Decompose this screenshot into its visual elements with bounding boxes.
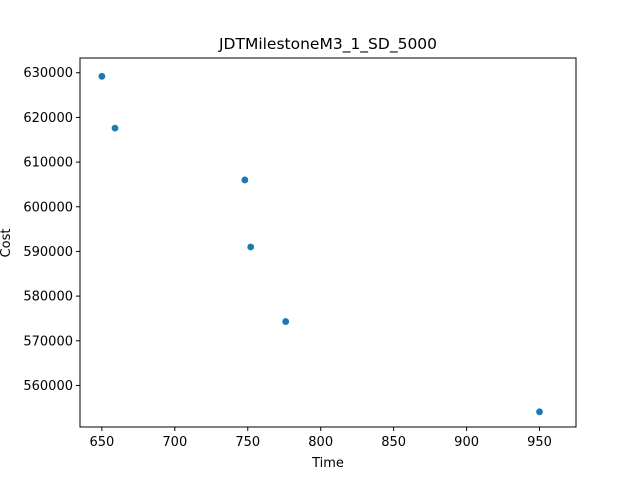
x-tick-label: 950 <box>527 435 552 450</box>
x-tick-label: 700 <box>162 435 187 450</box>
x-tick-label: 800 <box>308 435 333 450</box>
y-tick-label: 580000 <box>23 290 73 305</box>
data-point <box>247 243 255 251</box>
y-tick-label: 630000 <box>23 66 73 81</box>
x-axis-label: Time <box>311 456 344 471</box>
data-point <box>111 124 119 132</box>
data-point <box>536 408 543 416</box>
y-tick-label: 600000 <box>23 200 73 215</box>
plot-frame <box>79 57 577 428</box>
y-tick-label: 610000 <box>23 156 73 171</box>
y-axis-label: Cost <box>0 229 14 258</box>
plot-area <box>79 57 577 428</box>
y-tick-label: 560000 <box>23 379 73 394</box>
data-point <box>98 72 106 80</box>
x-tick-label: 900 <box>454 435 479 450</box>
y-tick-label: 570000 <box>23 334 73 349</box>
y-tick-label: 590000 <box>23 245 73 260</box>
x-tick-label: 850 <box>381 435 406 450</box>
data-point <box>282 318 290 325</box>
y-tick-label: 620000 <box>23 111 73 126</box>
data-point <box>241 176 249 184</box>
data-points <box>98 72 543 416</box>
x-tick-label: 650 <box>89 435 114 450</box>
x-tick-label: 750 <box>235 435 260 450</box>
chart-title: JDTMilestoneM3_1_SD_5000 <box>218 35 437 54</box>
y-axis: 560000 570000 580000 590000 600000 610000 6200… <box>23 66 80 394</box>
x-axis: 650 700 750 800 850 900 950 <box>89 427 552 450</box>
